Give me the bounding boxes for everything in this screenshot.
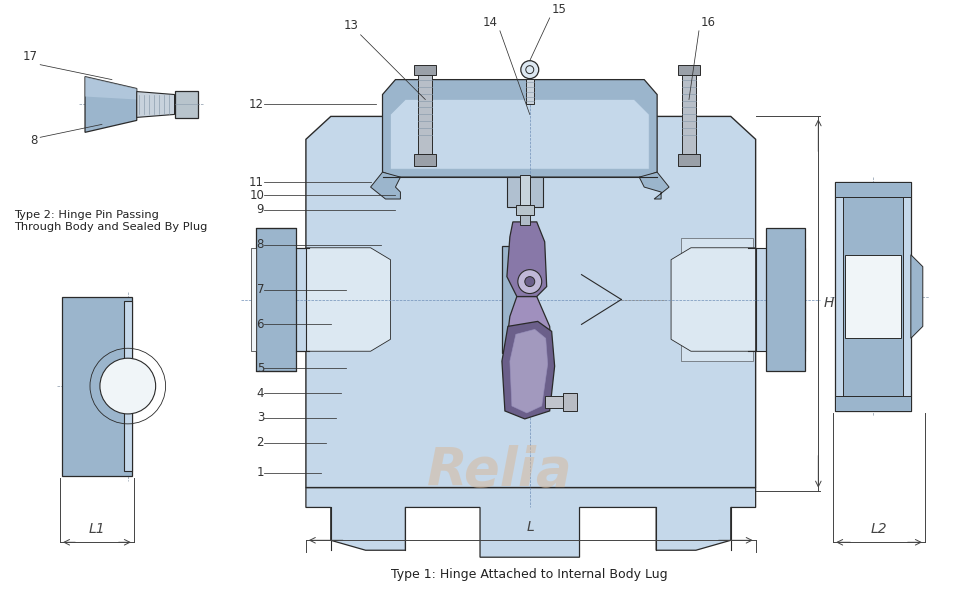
Bar bbox=[562, 393, 576, 411]
Text: Type 1: Hinge Attached to Internal Body Lug: Type 1: Hinge Attached to Internal Body … bbox=[391, 568, 668, 581]
Polygon shape bbox=[501, 246, 517, 353]
Polygon shape bbox=[507, 177, 542, 207]
Text: 2: 2 bbox=[257, 437, 264, 449]
Polygon shape bbox=[834, 182, 910, 197]
Text: 1: 1 bbox=[257, 466, 264, 479]
Polygon shape bbox=[755, 248, 804, 351]
Polygon shape bbox=[85, 77, 137, 99]
Circle shape bbox=[524, 277, 534, 286]
Polygon shape bbox=[842, 197, 902, 396]
Text: 8: 8 bbox=[257, 238, 264, 251]
Polygon shape bbox=[256, 248, 305, 351]
Polygon shape bbox=[765, 228, 804, 371]
Text: 4: 4 bbox=[257, 386, 264, 399]
Polygon shape bbox=[391, 99, 648, 169]
Text: 5: 5 bbox=[257, 362, 264, 375]
Polygon shape bbox=[382, 80, 656, 177]
Circle shape bbox=[520, 61, 538, 78]
Polygon shape bbox=[834, 396, 910, 411]
Text: 3: 3 bbox=[257, 411, 264, 425]
Polygon shape bbox=[677, 65, 700, 75]
Polygon shape bbox=[505, 297, 552, 401]
Polygon shape bbox=[305, 139, 755, 487]
Text: Relia: Relia bbox=[426, 445, 572, 497]
Polygon shape bbox=[677, 154, 700, 166]
Polygon shape bbox=[510, 329, 547, 413]
Polygon shape bbox=[671, 248, 755, 351]
Bar bbox=[519, 175, 529, 210]
Text: 17: 17 bbox=[22, 50, 37, 63]
Polygon shape bbox=[680, 238, 752, 361]
Polygon shape bbox=[124, 301, 132, 471]
Polygon shape bbox=[910, 255, 922, 338]
Text: L2: L2 bbox=[870, 522, 887, 536]
Polygon shape bbox=[525, 78, 533, 105]
Text: L: L bbox=[526, 520, 534, 535]
Polygon shape bbox=[305, 117, 755, 487]
Text: 9: 9 bbox=[257, 203, 264, 216]
Polygon shape bbox=[639, 172, 669, 199]
Text: 7: 7 bbox=[257, 283, 264, 296]
Text: 6: 6 bbox=[257, 318, 264, 331]
Polygon shape bbox=[681, 69, 695, 154]
Text: L1: L1 bbox=[88, 522, 106, 536]
Bar bbox=[251, 248, 256, 351]
Circle shape bbox=[517, 270, 541, 294]
Polygon shape bbox=[256, 228, 296, 371]
Text: 13: 13 bbox=[343, 19, 359, 32]
Text: H: H bbox=[823, 297, 832, 310]
Polygon shape bbox=[370, 172, 400, 199]
Circle shape bbox=[100, 358, 155, 414]
Polygon shape bbox=[418, 69, 432, 154]
Polygon shape bbox=[85, 77, 137, 132]
Bar bbox=[545, 396, 566, 408]
Polygon shape bbox=[414, 65, 436, 75]
Bar bbox=[519, 215, 529, 225]
Text: 16: 16 bbox=[701, 16, 715, 29]
Polygon shape bbox=[834, 182, 910, 411]
Text: 15: 15 bbox=[551, 3, 566, 16]
Polygon shape bbox=[507, 222, 547, 297]
Polygon shape bbox=[305, 487, 755, 557]
Polygon shape bbox=[174, 90, 199, 118]
Circle shape bbox=[525, 66, 533, 74]
Text: 11: 11 bbox=[249, 176, 264, 188]
Bar bbox=[516, 205, 533, 215]
Text: 8: 8 bbox=[30, 134, 37, 147]
Text: Type 2: Hinge Pin Passing
Through Body and Sealed By Plug: Type 2: Hinge Pin Passing Through Body a… bbox=[15, 210, 207, 231]
Polygon shape bbox=[305, 248, 391, 351]
Polygon shape bbox=[501, 321, 554, 419]
Text: 10: 10 bbox=[249, 188, 264, 202]
Text: 14: 14 bbox=[483, 16, 497, 29]
Polygon shape bbox=[137, 91, 174, 117]
Bar bbox=[844, 255, 900, 338]
Polygon shape bbox=[62, 297, 132, 475]
Text: 12: 12 bbox=[249, 98, 264, 111]
Polygon shape bbox=[414, 154, 436, 166]
